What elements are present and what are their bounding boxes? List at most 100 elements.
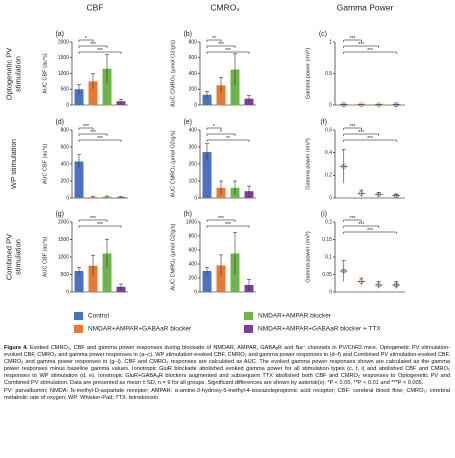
bar bbox=[74, 271, 84, 292]
y-tick-label: 0 bbox=[329, 289, 332, 295]
significance-bracket bbox=[206, 127, 222, 130]
y-tick-label: 0 bbox=[66, 289, 69, 295]
significance-bracket bbox=[343, 231, 397, 234]
y-tick-label: 400 bbox=[189, 127, 198, 133]
panel-label: (a) bbox=[55, 31, 64, 38]
y-axis-label: Gamma power (mV²) bbox=[305, 48, 311, 100]
panel-label: (f) bbox=[320, 119, 327, 126]
y-tick-label: 800 bbox=[189, 39, 198, 45]
legend-label: NMDAR+AMPAR blocker bbox=[258, 313, 332, 320]
y-tick-label: 0.2 bbox=[325, 173, 332, 179]
significance-label: *** bbox=[367, 48, 373, 54]
significance-label: ** bbox=[212, 36, 216, 42]
y-tick-label: 500 bbox=[61, 87, 70, 93]
y-axis-label: Gamma power (mV²) bbox=[305, 138, 311, 190]
legend-label: NMDAR+AMPAR+GABAaR blocker bbox=[88, 326, 192, 333]
significance-bracket bbox=[206, 133, 236, 136]
bar bbox=[102, 68, 112, 105]
bar bbox=[74, 89, 84, 105]
significance-bracket bbox=[206, 51, 250, 54]
significance-label: * bbox=[85, 36, 87, 42]
y-axis-label: AUC CBF (au*s) bbox=[42, 237, 48, 278]
y-tick-label: 100 bbox=[189, 178, 198, 184]
legend-swatch bbox=[74, 325, 83, 333]
panel-label: (e) bbox=[183, 119, 192, 126]
significance-label: * bbox=[213, 124, 215, 130]
caption-abbreviations: PV: parvalbumin; NMDA: N-methyl-D-aspart… bbox=[4, 387, 450, 401]
y-tick-label: 1500 bbox=[58, 55, 69, 61]
significance-label: *** bbox=[90, 130, 96, 136]
y-tick-label: 400 bbox=[189, 71, 198, 77]
bar bbox=[74, 161, 84, 198]
significance-bracket bbox=[206, 139, 250, 142]
panel-label: (b) bbox=[183, 31, 192, 38]
significance-label: *** bbox=[90, 42, 96, 48]
y-tick-label: 0.5 bbox=[325, 71, 332, 77]
row-label: Combined PV bbox=[4, 234, 13, 280]
y-tick-label: 0 bbox=[194, 195, 197, 201]
y-axis-label: AUC CMRO₂ (μmol O2/g/s) bbox=[170, 40, 176, 107]
panel-label: (h) bbox=[183, 211, 192, 218]
significance-bracket bbox=[343, 133, 379, 136]
caption-label: Figure 4. bbox=[4, 345, 28, 351]
y-tick-label: 200 bbox=[189, 161, 198, 167]
y-tick-label: 400 bbox=[189, 261, 198, 267]
y-tick-label: 0 bbox=[329, 195, 332, 201]
y-axis-label: AUC CMRO₂ (μmol O2/g/s) bbox=[170, 130, 176, 197]
y-tick-label: 0 bbox=[329, 102, 332, 108]
bar bbox=[202, 152, 212, 198]
y-axis-label: AUC CMRO₂ (μmol O2/g/s) bbox=[170, 223, 176, 290]
bar bbox=[230, 69, 240, 105]
y-tick-label: 0 bbox=[194, 102, 197, 108]
significance-bracket bbox=[343, 45, 379, 48]
significance-label: *** bbox=[218, 216, 224, 222]
significance-bracket bbox=[78, 219, 108, 222]
y-tick-label: 300 bbox=[189, 144, 198, 150]
y-tick-label: 200 bbox=[61, 178, 70, 184]
significance-bracket bbox=[343, 51, 397, 54]
significance-bracket bbox=[343, 139, 397, 142]
significance-label: *** bbox=[350, 36, 356, 42]
y-axis-label: Gamma power (mV²) bbox=[305, 231, 311, 283]
legend-label: NMDAR+AMPAR+GABAaR blocker + TTX bbox=[258, 326, 381, 333]
significance-label: *** bbox=[225, 48, 231, 54]
bar bbox=[202, 94, 212, 105]
significance-label: * bbox=[220, 130, 222, 136]
significance-label: ** bbox=[226, 136, 230, 142]
panel-label: (c) bbox=[319, 31, 327, 38]
y-tick-label: 0.05 bbox=[322, 272, 332, 278]
significance-bracket bbox=[206, 45, 236, 48]
y-tick-label: 0.4 bbox=[325, 150, 332, 156]
significance-label: *** bbox=[358, 130, 364, 136]
y-tick-label: 2000 bbox=[58, 39, 69, 45]
bar bbox=[216, 265, 226, 292]
significance-label: *** bbox=[358, 222, 364, 228]
significance-bracket bbox=[78, 133, 108, 136]
caption: Figure 4. Evoked CMRO₂, CBF and gamma po… bbox=[4, 345, 450, 402]
y-tick-label: 500 bbox=[61, 272, 70, 278]
y-tick-label: 200 bbox=[189, 275, 198, 281]
column-header: CMRO₂ bbox=[210, 2, 239, 12]
significance-label: *** bbox=[358, 42, 364, 48]
significance-label: *** bbox=[367, 228, 373, 234]
column-header: Gamma Power bbox=[337, 2, 394, 12]
y-tick-label: 0 bbox=[66, 102, 69, 108]
bar bbox=[202, 271, 212, 292]
significance-label: *** bbox=[97, 222, 103, 228]
legend-swatch bbox=[244, 312, 253, 320]
bar bbox=[102, 253, 112, 292]
significance-bracket bbox=[78, 39, 94, 42]
y-tick-label: 0 bbox=[66, 195, 69, 201]
y-tick-label: 600 bbox=[61, 144, 70, 150]
legend-swatch bbox=[74, 312, 83, 320]
y-tick-label: 1500 bbox=[58, 237, 69, 243]
significance-bracket bbox=[78, 45, 108, 48]
y-tick-label: 0.6 bbox=[325, 127, 332, 133]
y-tick-label: 1000 bbox=[58, 254, 69, 260]
legend-label: Control bbox=[88, 313, 110, 320]
significance-bracket bbox=[206, 219, 236, 222]
y-tick-label: 400 bbox=[61, 161, 70, 167]
y-tick-label: 0.2 bbox=[325, 219, 332, 225]
